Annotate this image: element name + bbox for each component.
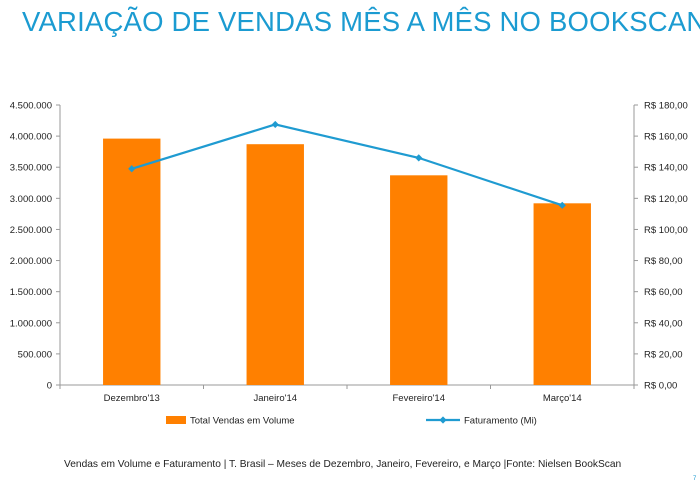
left-tick-label: 4.500.000 [10,101,52,112]
line-point [128,165,136,173]
legend-label: Total Vendas em Volume [190,416,295,427]
category-label: Dezembro'13 [104,393,160,404]
right-tick-label: R$ 140,00 [644,163,688,174]
right-tick-label: R$ 0,00 [644,381,677,392]
left-tick-label: 3.500.000 [10,163,52,174]
legend-swatch-bar [166,416,186,424]
left-tick-label: 1.500.000 [10,287,52,298]
right-tick-label: R$ 100,00 [644,225,688,236]
right-axis-ticks: R$ 0,00 R$ 20,00 R$ 40,00 R$ 60,00 R$ 80,00 R… [634,101,688,392]
legend-label: Faturamento (Mi) [464,416,537,427]
bar [390,175,448,385]
chart-legend: Total Vendas em Volume Faturamento (Mi) [166,416,537,427]
left-tick-label: 500.000 [18,349,52,360]
right-tick-label: R$ 60,00 [644,287,683,298]
left-tick-label: 3.000.000 [10,194,52,205]
category-label: Janeiro'14 [253,393,297,404]
category-labels: Dezembro'13 Janeiro'14 Fevereiro'14 Março'1… [104,393,582,404]
legend-swatch-marker [439,416,447,424]
bar [103,138,161,385]
line-point [415,154,423,162]
bar-series [103,138,591,385]
slide-title: VARIAÇÃO DE VENDAS MÊS A MÊS NO BOOKSCAN [22,6,700,37]
category-label: Fevereiro'14 [392,393,445,404]
bar [246,144,304,385]
right-tick-label: R$ 180,00 [644,101,688,112]
category-label: Março'14 [543,393,582,404]
right-tick-label: R$ 40,00 [644,318,683,329]
right-tick-label: R$ 80,00 [644,256,683,267]
line-point [558,201,566,209]
left-axis-ticks: 0 500.000 1.000.000 1.500.000 2.000.000 2.500… [10,101,60,392]
left-tick-label: 4.000.000 [10,132,52,143]
line-series [128,120,566,209]
slide-caption: Vendas em Volume e Faturamento | T. Bras… [64,459,622,470]
left-tick-label: 1.000.000 [10,318,52,329]
bar [533,203,591,385]
left-tick-label: 0 [47,381,52,392]
line-point [271,120,279,129]
right-tick-label: R$ 120,00 [644,194,688,205]
right-tick-label: R$ 20,00 [644,349,683,360]
left-tick-label: 2.000.000 [10,256,52,267]
page-number: 7 [693,476,697,482]
right-tick-label: R$ 160,00 [644,132,688,143]
left-tick-label: 2.500.000 [10,225,52,236]
series-line [131,123,563,207]
